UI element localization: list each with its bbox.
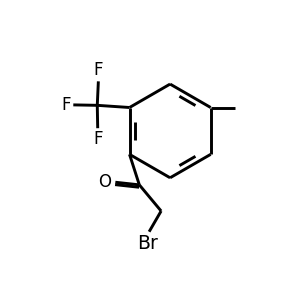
Text: F: F bbox=[93, 130, 103, 148]
Text: O: O bbox=[98, 173, 111, 191]
Text: Br: Br bbox=[138, 234, 158, 253]
Text: F: F bbox=[94, 61, 103, 79]
Text: F: F bbox=[61, 96, 71, 114]
